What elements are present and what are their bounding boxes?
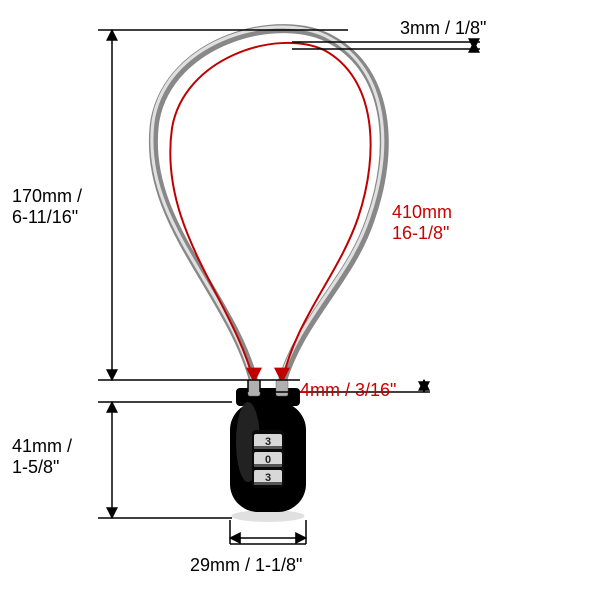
- dim-cable-thickness: 3mm / 1/8": [400, 18, 486, 39]
- dimension-diagram: 3 0 3: [0, 0, 600, 600]
- svg-text:3: 3: [265, 436, 271, 448]
- cable-loop: [153, 29, 384, 382]
- cable-length-path: [170, 43, 370, 382]
- dim-body-width: 29mm / 1-1/8": [190, 555, 302, 576]
- dim-cable-gap: 4mm / 3/16": [300, 380, 396, 401]
- dim-loop-height: 170mm / 6-11/16": [12, 186, 82, 228]
- svg-text:0: 0: [265, 454, 271, 466]
- dim-body-height: 41mm / 1-5/8": [12, 436, 72, 478]
- svg-text:3: 3: [265, 472, 271, 484]
- dim-cable-length: 410mm 16-1/8": [392, 202, 452, 244]
